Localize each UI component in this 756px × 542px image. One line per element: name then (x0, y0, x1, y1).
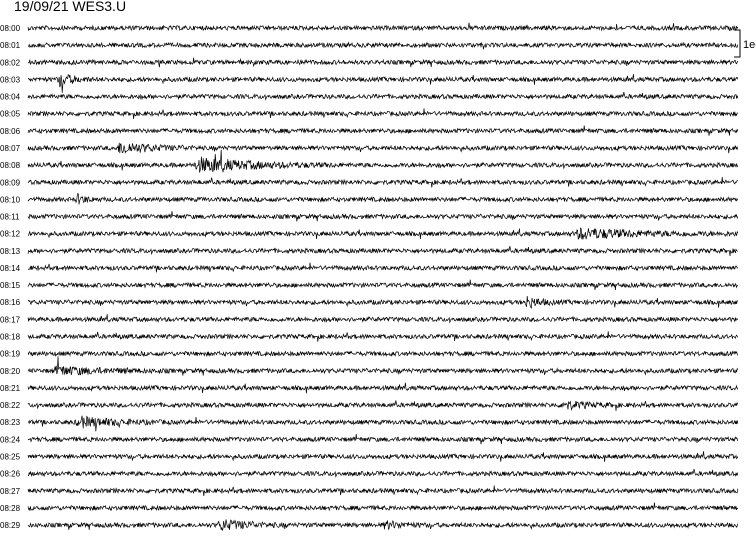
row-label: 08:29 (0, 521, 21, 530)
trace-row-08:11 (27, 211, 739, 222)
trace-row-08:22 (27, 400, 739, 412)
row-label: 08:16 (0, 298, 21, 307)
row-label: 08:20 (0, 367, 21, 376)
trace-row-08:19 (27, 350, 739, 358)
trace-row-08:09 (27, 176, 738, 188)
row-label: 08:09 (0, 178, 21, 187)
row-label: 08:17 (0, 315, 21, 324)
trace-row-08:12 (27, 227, 739, 240)
trace-row-08:26 (27, 468, 739, 478)
scale-bar (734, 29, 741, 58)
trace-row-08:25 (27, 451, 739, 462)
trace-row-08:16 (27, 295, 738, 309)
trace-row-08:14 (27, 262, 738, 273)
trace-row-08:01 (27, 41, 739, 50)
row-label: 08:27 (0, 487, 21, 496)
row-label: 08:07 (0, 144, 21, 153)
trace-row-08:13 (27, 246, 738, 257)
trace-row-08:10 (27, 192, 739, 205)
trace-row-08:27 (27, 485, 739, 497)
row-label: 08:05 (0, 110, 21, 119)
row-label: 08:22 (0, 401, 21, 410)
trace-row-08:15 (27, 279, 738, 290)
row-label: 08:04 (0, 93, 21, 102)
trace-row-08:00 (27, 22, 739, 32)
row-label: 08:25 (0, 453, 21, 462)
scale-label: 1e- (743, 39, 756, 51)
trace-row-08:07 (27, 142, 739, 154)
row-label: 08:23 (0, 418, 21, 427)
trace-row-08:05 (27, 108, 738, 119)
trace-row-08:06 (27, 125, 739, 136)
row-label: 08:08 (0, 161, 21, 170)
row-label: 08:06 (0, 127, 21, 136)
row-label: 08:13 (0, 247, 21, 256)
row-label: 08:01 (0, 41, 21, 50)
row-label: 08:00 (0, 24, 21, 33)
trace-row-08:24 (27, 433, 739, 445)
row-label: 08:10 (0, 195, 21, 204)
trace-row-08:21 (27, 382, 739, 394)
row-label: 08:15 (0, 281, 21, 290)
trace-row-08:17 (27, 314, 739, 324)
trace-row-08:03 (27, 74, 739, 93)
row-label: 08:02 (0, 58, 21, 67)
row-label: 08:18 (0, 333, 21, 342)
trace-row-08:28 (27, 502, 739, 512)
row-label: 08:28 (0, 504, 21, 513)
trace-row-08:20 (27, 356, 739, 376)
row-label: 08:14 (0, 264, 21, 273)
row-label: 08:03 (0, 75, 21, 84)
row-label: 08:24 (0, 435, 21, 444)
trace-row-08:18 (27, 331, 739, 342)
trace-row-08:08 (27, 149, 739, 173)
trace-row-08:29 (27, 519, 739, 531)
row-label: 08:19 (0, 350, 21, 359)
chart-title: 19/09/21 WES3.U (14, 0, 127, 14)
row-label: 08:12 (0, 230, 21, 239)
trace-row-08:23 (27, 415, 739, 432)
row-label: 08:21 (0, 384, 21, 393)
trace-row-08:02 (27, 57, 739, 68)
row-label: 08:26 (0, 470, 21, 479)
trace-row-08:04 (27, 91, 739, 101)
row-label: 08:11 (0, 213, 20, 222)
